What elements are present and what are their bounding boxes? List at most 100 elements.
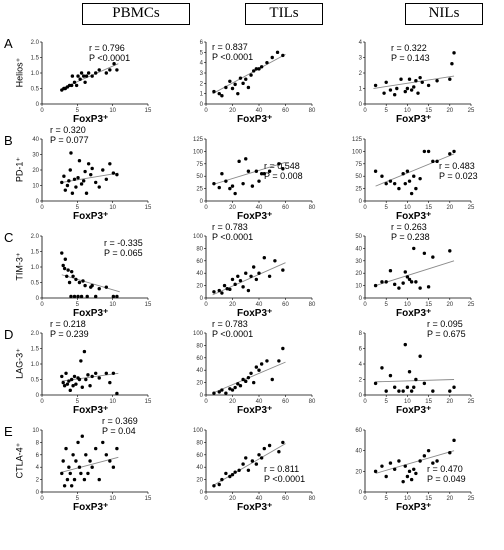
data-point bbox=[254, 169, 259, 173]
x-tick-label: 0 bbox=[204, 205, 208, 211]
x-tick-label: 80 bbox=[309, 108, 316, 114]
y-tick-label: 8 bbox=[359, 331, 363, 337]
data-point bbox=[380, 280, 384, 284]
data-point bbox=[88, 384, 92, 388]
p-value-label: P = 0.04 bbox=[102, 426, 136, 436]
x-tick-label: 20 bbox=[229, 496, 236, 502]
data-point bbox=[414, 377, 418, 382]
data-point bbox=[63, 188, 68, 192]
x-tick-label: 60 bbox=[282, 205, 289, 211]
x-tick-label: 15 bbox=[145, 399, 152, 405]
data-point bbox=[212, 89, 216, 94]
r-value-label: r = 0.811 bbox=[264, 464, 299, 474]
data-point bbox=[257, 453, 261, 457]
data-point bbox=[254, 277, 259, 282]
data-point bbox=[67, 179, 71, 183]
data-point bbox=[228, 186, 232, 191]
data-point bbox=[77, 377, 82, 382]
r-value-label: r = 0.320 bbox=[50, 125, 86, 135]
data-point bbox=[392, 181, 397, 186]
x-tick-label: 0 bbox=[204, 108, 208, 114]
y-tick-label: 40 bbox=[196, 271, 203, 277]
x-tick-label: 0 bbox=[40, 108, 44, 114]
column-header-nils: NILs bbox=[405, 3, 483, 25]
data-point bbox=[217, 185, 221, 190]
data-point bbox=[262, 446, 266, 451]
x-tick-label: 60 bbox=[282, 399, 289, 405]
y-tick-label: 10 bbox=[355, 284, 362, 290]
data-point bbox=[452, 385, 456, 389]
y-tick-label: 40 bbox=[196, 368, 203, 374]
y-tick-label: 1.0 bbox=[31, 71, 40, 77]
data-point bbox=[241, 181, 245, 186]
data-point bbox=[233, 385, 237, 390]
data-point bbox=[230, 277, 235, 282]
data-point bbox=[104, 371, 109, 375]
data-point bbox=[420, 80, 424, 84]
x-tick-label: 10 bbox=[404, 205, 411, 211]
data-point bbox=[111, 171, 116, 175]
data-point bbox=[412, 85, 416, 89]
data-point bbox=[61, 263, 65, 268]
p-value-label: P = 0.239 bbox=[50, 329, 89, 339]
data-point bbox=[115, 68, 119, 72]
y-tick-label: 0 bbox=[359, 199, 363, 205]
x-tick-label: 15 bbox=[145, 108, 152, 114]
p-value-label: P <0.0001 bbox=[212, 329, 253, 339]
data-point bbox=[409, 280, 414, 284]
y-tick-label: 100 bbox=[352, 149, 363, 155]
data-point bbox=[78, 77, 82, 81]
data-point bbox=[70, 74, 75, 78]
data-point bbox=[418, 354, 422, 358]
r-value-label: r = 0.470 bbox=[427, 464, 463, 474]
data-point bbox=[246, 288, 251, 293]
data-point bbox=[69, 294, 73, 299]
data-point bbox=[224, 391, 228, 395]
data-point bbox=[80, 385, 84, 389]
data-point bbox=[414, 471, 418, 476]
data-point bbox=[97, 287, 101, 291]
data-point bbox=[259, 362, 264, 366]
data-point bbox=[418, 459, 422, 463]
data-point bbox=[388, 179, 393, 183]
data-point bbox=[233, 282, 237, 287]
data-point bbox=[94, 294, 98, 299]
regression-line bbox=[212, 262, 286, 296]
data-point bbox=[101, 440, 105, 445]
data-point bbox=[238, 384, 243, 388]
x-tick-label: 5 bbox=[385, 205, 389, 211]
row-label-e: E bbox=[4, 424, 13, 439]
data-point bbox=[88, 459, 92, 463]
data-point bbox=[246, 85, 251, 90]
data-point bbox=[71, 274, 75, 278]
y-tick-label: 60 bbox=[196, 356, 203, 362]
p-value-label: P = 0.077 bbox=[50, 135, 89, 145]
y-tick-label: 2 bbox=[359, 71, 363, 77]
x-tick-label: 0 bbox=[363, 108, 367, 114]
data-point bbox=[79, 71, 84, 75]
y-tick-label: 20 bbox=[196, 284, 203, 290]
data-point bbox=[273, 259, 277, 263]
data-point bbox=[212, 290, 216, 294]
data-point bbox=[412, 246, 416, 251]
data-point bbox=[97, 477, 101, 482]
x-tick-label: 10 bbox=[109, 496, 116, 502]
data-point bbox=[244, 456, 248, 460]
data-point bbox=[108, 162, 112, 166]
data-point bbox=[262, 256, 266, 260]
y-tick-label: 0 bbox=[200, 393, 204, 399]
data-point bbox=[448, 389, 452, 393]
data-point bbox=[275, 50, 280, 55]
x-axis-label: FoxP3⁺ bbox=[396, 211, 432, 222]
data-point bbox=[94, 180, 98, 185]
data-point bbox=[115, 391, 119, 396]
data-point bbox=[80, 434, 84, 438]
x-tick-label: 10 bbox=[404, 496, 411, 502]
y-tick-label: 1.0 bbox=[31, 362, 40, 368]
y-axis-label: LAG-3⁺ bbox=[14, 348, 25, 379]
data-point bbox=[67, 280, 72, 285]
data-point bbox=[418, 176, 422, 181]
